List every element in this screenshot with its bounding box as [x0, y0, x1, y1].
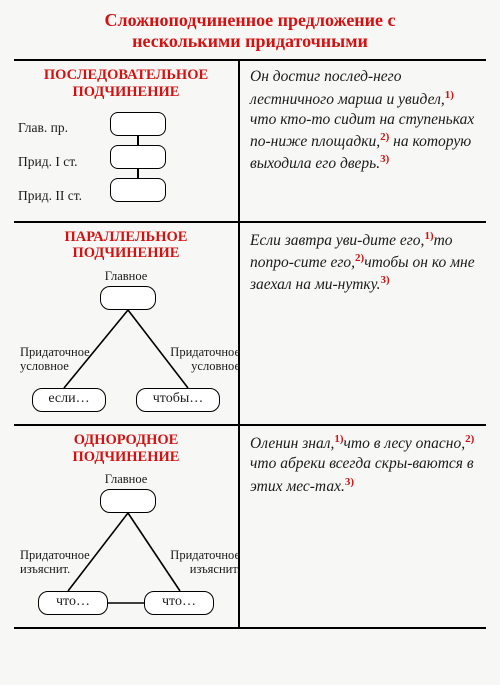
cell-diagram-1: ПОСЛЕДОВАТЕЛЬНОЕ ПОДЧИНЕНИЕ Глав. пр. Пр…: [14, 61, 240, 220]
tree-left-label: Придаточное изъяснит.: [20, 549, 110, 577]
tree-diagram: Главное Придаточное изъяснит. Придаточно…: [18, 473, 234, 621]
chain-label: Прид. II ст.: [18, 188, 104, 204]
diagram-word-box: чтобы…: [136, 388, 220, 412]
example-text-3: Оленин знал,1)что в лесу опасно,2) что а…: [240, 426, 486, 627]
title-line-2: несколькими придаточными: [132, 31, 368, 51]
example-text-2: Если завтра уви-дите его,1)то попро-сите…: [240, 223, 486, 424]
section-heading: ПОСЛЕДОВАТЕЛЬНОЕ ПОДЧИНЕНИЕ: [18, 67, 234, 100]
table-row: ОДНОРОДНОЕ ПОДЧИНЕНИЕ Главное Придаточно…: [14, 426, 486, 629]
tree-left-label: Придаточное условное: [20, 346, 110, 374]
chain-label: Глав. пр.: [18, 120, 104, 136]
diagram-word-box: что…: [144, 591, 214, 615]
diagram-box: [110, 112, 166, 136]
chain-label: Прид. I ст.: [18, 154, 104, 170]
tree-diagram: Главное Придаточное условное Придаточное…: [18, 270, 234, 418]
page-title: Сложноподчиненное предложение с нескольк…: [14, 10, 486, 51]
chain-diagram: [110, 109, 166, 215]
table-row: ПАРАЛЛЕЛЬНОЕ ПОДЧИНЕНИЕ Главное Придаточ…: [14, 223, 486, 426]
diagram-word-box: если…: [32, 388, 106, 412]
section-heading: ПАРАЛЛЕЛЬНОЕ ПОДЧИНЕНИЕ: [18, 229, 234, 262]
cell-diagram-2: ПАРАЛЛЕЛЬНОЕ ПОДЧИНЕНИЕ Главное Придаточ…: [14, 223, 240, 424]
title-line-1: Сложноподчиненное предложение с: [104, 10, 395, 30]
table-row: ПОСЛЕДОВАТЕЛЬНОЕ ПОДЧИНЕНИЕ Глав. пр. Пр…: [14, 61, 486, 222]
cell-diagram-3: ОДНОРОДНОЕ ПОДЧИНЕНИЕ Главное Придаточно…: [14, 426, 240, 627]
example-text-1: Он достиг послед-него лестничного марша …: [240, 61, 486, 220]
diagram-box: [110, 145, 166, 169]
diagram-box: [110, 178, 166, 202]
tree-right-label: Придаточное условное: [142, 346, 240, 374]
diagram-word-box: что…: [38, 591, 108, 615]
tree-right-label: Придаточное изъяснит.: [142, 549, 240, 577]
grammar-table: ПОСЛЕДОВАТЕЛЬНОЕ ПОДЧИНЕНИЕ Глав. пр. Пр…: [14, 59, 486, 629]
section-heading: ОДНОРОДНОЕ ПОДЧИНЕНИЕ: [18, 432, 234, 465]
